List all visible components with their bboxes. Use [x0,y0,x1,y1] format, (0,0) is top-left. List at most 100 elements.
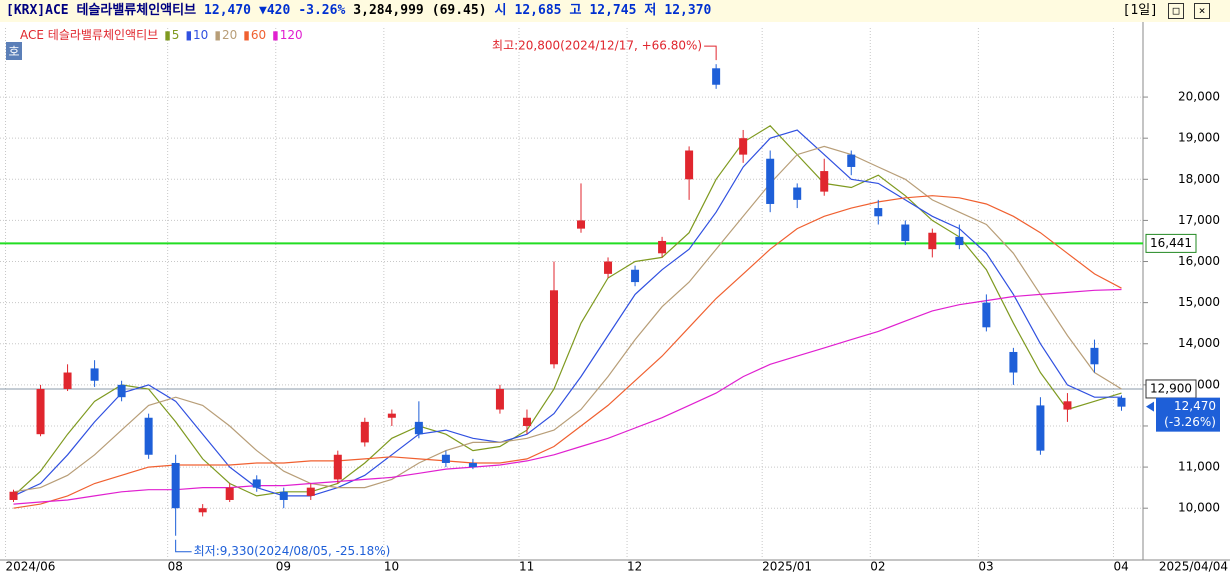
x-tick-label: 08 [168,560,183,574]
window-controls: [1일] □ × [1123,0,1218,22]
last-price-label: 12,470 [1174,399,1216,413]
y-tick-label: 19,000 [1178,131,1220,145]
candle-body [658,240,667,254]
reference-label: 16,441 [1150,236,1192,250]
open-label: 시 [494,3,507,18]
candle-body [1036,405,1045,451]
background [0,22,1230,574]
y-tick-label: 14,000 [1178,336,1220,350]
candle-body [9,491,18,500]
legend-entry: 10 [193,28,208,42]
candle-body [333,454,342,480]
change-pct: -3.26% [298,3,346,18]
candle-body [712,68,721,85]
candle-body [360,421,369,443]
candle-body [279,491,288,500]
name: [KRX]ACE 테슬라밸류체인액티브 [6,3,197,18]
open: 12,685 [514,3,562,18]
reference-label-box [1145,233,1197,253]
y-tick-label: 17,000 [1178,213,1220,227]
last-price-box [1156,397,1220,432]
legend-name: ACE 테슬라밸류체인액티브 [20,28,158,42]
price: 12,470 [204,3,252,18]
last-price-pointer [1146,401,1154,412]
candle-body [306,487,315,496]
x-tick-label: 2024/06 [6,560,56,574]
candle-body [171,462,180,509]
moving-average [13,125,1122,497]
candle-body [847,154,856,167]
high-label: 고 [569,3,582,18]
candle-body [225,487,234,500]
candle-body [549,290,558,365]
candle-body [1063,401,1072,410]
candle-body [117,384,126,398]
y-tick-label: 11,000 [1178,460,1220,474]
annotation-arrow [175,539,192,553]
x-tick-label: 12 [627,560,642,574]
legend-entry: 60 [251,28,266,42]
reference-label: 12,900 [1150,381,1192,395]
x-tick-label: 11 [519,560,534,574]
annotation: 최저:9,330(2024/08/05, -25.18%) [194,544,391,558]
legend-marker: ▮ [272,28,279,42]
moving-average [13,195,1122,509]
legend-marker: ▮ [164,28,171,42]
y-tick-label: 10,000 [1178,501,1220,515]
x-tick-label: 09 [276,560,291,574]
y-tick-label: 18,000 [1178,172,1220,186]
candle-body [1117,397,1126,407]
candle-body [820,171,829,192]
toggle-button[interactable] [6,42,22,60]
candle-body [1090,347,1099,365]
change: ▼420 [259,3,291,18]
legend-entry: 20 [222,28,237,42]
candle-body [793,187,802,200]
candle-body [63,372,72,389]
annotation-arrow [704,45,717,61]
volume: 3,284,999 [353,3,424,18]
candle-body [901,224,910,241]
chart: 호 10,00011,00012,00013,00014,00015,00016… [0,22,1230,574]
volume-ratio: (69.45) [431,3,487,18]
y-tick-label: 16,000 [1178,254,1220,268]
x-tick-label: 04 [1113,560,1128,574]
candle-body [874,208,883,217]
candle-body [144,417,153,455]
annotation: 최고:20,800(2024/12/17, +66.80%) [492,39,702,53]
last-price-change: (-3.26%) [1164,415,1216,429]
header-bar: [KRX]ACE 테슬라밸류체인액티브 12,470 ▼420 -3.26% 3,284… [0,0,1230,23]
legend-marker: ▮ [214,28,221,42]
legend-marker: ▮ [185,28,192,42]
candle-body [577,220,586,229]
x-tick-label: 10 [384,560,399,574]
toggle-label: 호 [8,45,19,59]
candle-body [387,413,396,418]
candle-body [631,269,640,283]
x-tick-label: 02 [870,560,885,574]
y-tick-label: 15,000 [1178,295,1220,309]
candle-body [955,236,964,246]
moving-average [13,288,1122,505]
candle-body [522,417,531,426]
low-label: 저 [644,3,657,18]
candle-body [604,261,613,274]
candle-body [982,302,991,328]
high: 12,745 [589,3,637,18]
candle-body [928,232,937,250]
moving-average [13,145,1122,493]
candle-body [441,454,450,463]
legend-marker: ▮ [243,28,250,42]
candle-body [495,388,504,410]
legend-entry: 5 [172,28,180,42]
y-tick-label: 20,000 [1178,90,1220,104]
candle-body [739,138,748,155]
candle-body [685,150,694,180]
close[interactable]: × [1194,2,1210,19]
maximize[interactable]: □ [1168,2,1184,19]
legend: ACE 테슬라밸류체인액티브 ▮5 ▮10 ▮20 ▮60 ▮120 [20,28,303,42]
legend-entry: 120 [280,28,303,42]
period[interactable]: [1일] [1122,3,1158,18]
candle-body [198,508,207,513]
